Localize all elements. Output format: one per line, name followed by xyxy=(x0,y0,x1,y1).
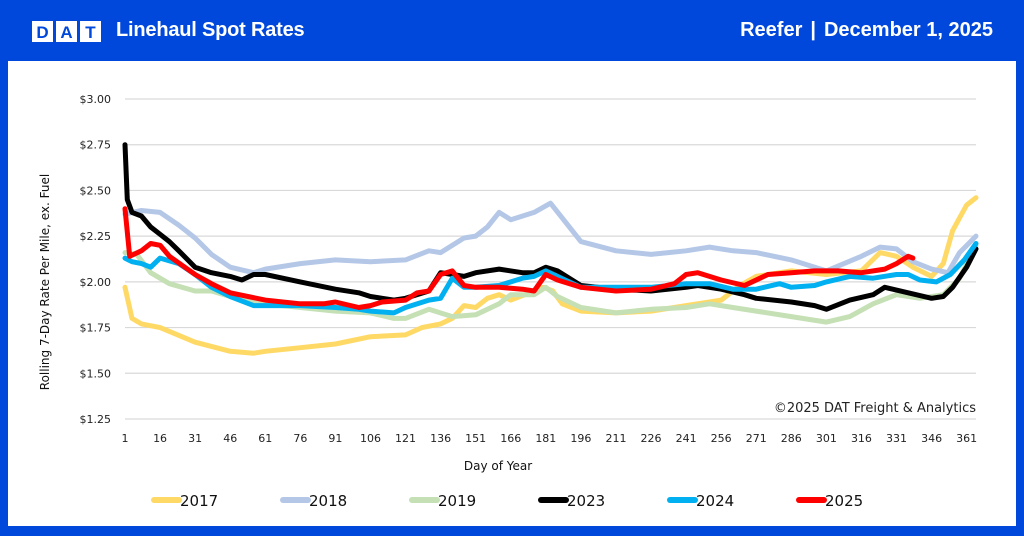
x-tick-label: 241 xyxy=(676,432,697,445)
x-tick-label: 16 xyxy=(153,432,167,445)
x-tick-label: 106 xyxy=(360,432,381,445)
x-tick-label: 136 xyxy=(430,432,451,445)
series-line-2018 xyxy=(122,200,979,276)
legend-item-2019: 2019 xyxy=(409,492,476,510)
header-bar: D A T Linehaul Spot Rates Reefer | Decembe… xyxy=(0,0,1024,61)
legend: 2017 2018 2019 2023 2024 2025 xyxy=(151,492,863,510)
series-line-2024 xyxy=(122,241,979,316)
x-tick-label: 166 xyxy=(500,432,521,445)
y-tick-label: $2.00 xyxy=(80,276,112,289)
x-tick-label: 196 xyxy=(570,432,591,445)
legend-item-2017: 2017 xyxy=(151,492,218,510)
legend-label: 2024 xyxy=(696,492,734,510)
x-tick-label: 286 xyxy=(781,432,802,445)
gridlines xyxy=(125,98,976,420)
legend-item-2018: 2018 xyxy=(280,492,347,510)
y-tick-label: $2.50 xyxy=(80,184,112,197)
x-tick-label: 316 xyxy=(851,432,872,445)
series-line-2025 xyxy=(122,206,916,310)
x-tick-label: 121 xyxy=(395,432,416,445)
copyright-annotation: ©2025 DAT Freight & Analytics xyxy=(774,401,976,416)
y-tick-label: $1.25 xyxy=(80,413,112,426)
legend-label: 2023 xyxy=(567,492,605,510)
x-tick-label: 331 xyxy=(886,432,907,445)
x-tick-label: 226 xyxy=(641,432,662,445)
y-tick-label: $1.50 xyxy=(80,367,112,380)
series-line-2023 xyxy=(122,142,979,312)
y-tick-label: $2.75 xyxy=(80,139,112,152)
logo-letter: T xyxy=(80,21,101,42)
legend-item-2025: 2025 xyxy=(796,492,863,510)
dat-logo: D A T xyxy=(32,21,101,42)
x-axis-ticks: 1 16 31 46 61 76 91 106 121 136 151 166 181 196 211 226… xyxy=(122,432,978,445)
x-tick-label: 151 xyxy=(465,432,486,445)
header-meta: Reefer | December 1, 2025 xyxy=(740,19,993,42)
x-tick-label: 91 xyxy=(328,432,342,445)
series-line-2019 xyxy=(122,242,979,325)
chart-panel: $1.25 $1.50 $1.75 $2.00 $2.25 $2.50 $2.75 $3.00… xyxy=(8,61,1016,526)
page-title: Linehaul Spot Rates xyxy=(116,19,305,41)
y-tick-label: $2.25 xyxy=(80,230,112,243)
legend-label: 2025 xyxy=(825,492,863,510)
x-tick-label: 1 xyxy=(122,432,129,445)
legend-label: 2019 xyxy=(438,492,476,510)
x-tick-label: 61 xyxy=(258,432,272,445)
x-tick-label: 181 xyxy=(535,432,556,445)
y-tick-label: $1.75 xyxy=(80,322,112,335)
x-tick-label: 271 xyxy=(746,432,767,445)
line-chart: $1.25 $1.50 $1.75 $2.00 $2.25 $2.50 $2.75 $3.00… xyxy=(38,93,979,510)
x-tick-label: 211 xyxy=(605,432,626,445)
header-separator: | xyxy=(810,19,816,41)
report-date: December 1, 2025 xyxy=(823,19,993,41)
logo-letter: D xyxy=(32,21,53,42)
legend-item-2023: 2023 xyxy=(538,492,605,510)
y-tick-label: $3.00 xyxy=(80,93,112,106)
x-tick-label: 46 xyxy=(223,432,237,445)
x-tick-label: 31 xyxy=(188,432,202,445)
y-axis-ticks: $1.25 $1.50 $1.75 $2.00 $2.25 $2.50 $2.75 $3.00 xyxy=(80,93,112,426)
x-tick-label: 76 xyxy=(293,432,307,445)
x-tick-label: 256 xyxy=(711,432,732,445)
legend-label: 2018 xyxy=(309,492,347,510)
x-axis-label: Day of Year xyxy=(464,459,532,473)
logo-letter: A xyxy=(56,21,77,42)
legend-item-2024: 2024 xyxy=(667,492,734,510)
equipment-type: Reefer xyxy=(740,19,803,41)
legend-label: 2017 xyxy=(180,492,218,510)
series-lines xyxy=(122,142,979,356)
y-axis-label: Rolling 7-Day Rate Per Mile, ex. Fuel xyxy=(38,174,52,390)
x-tick-label: 346 xyxy=(921,432,942,445)
x-tick-label: 361 xyxy=(956,432,977,445)
x-tick-label: 301 xyxy=(816,432,837,445)
